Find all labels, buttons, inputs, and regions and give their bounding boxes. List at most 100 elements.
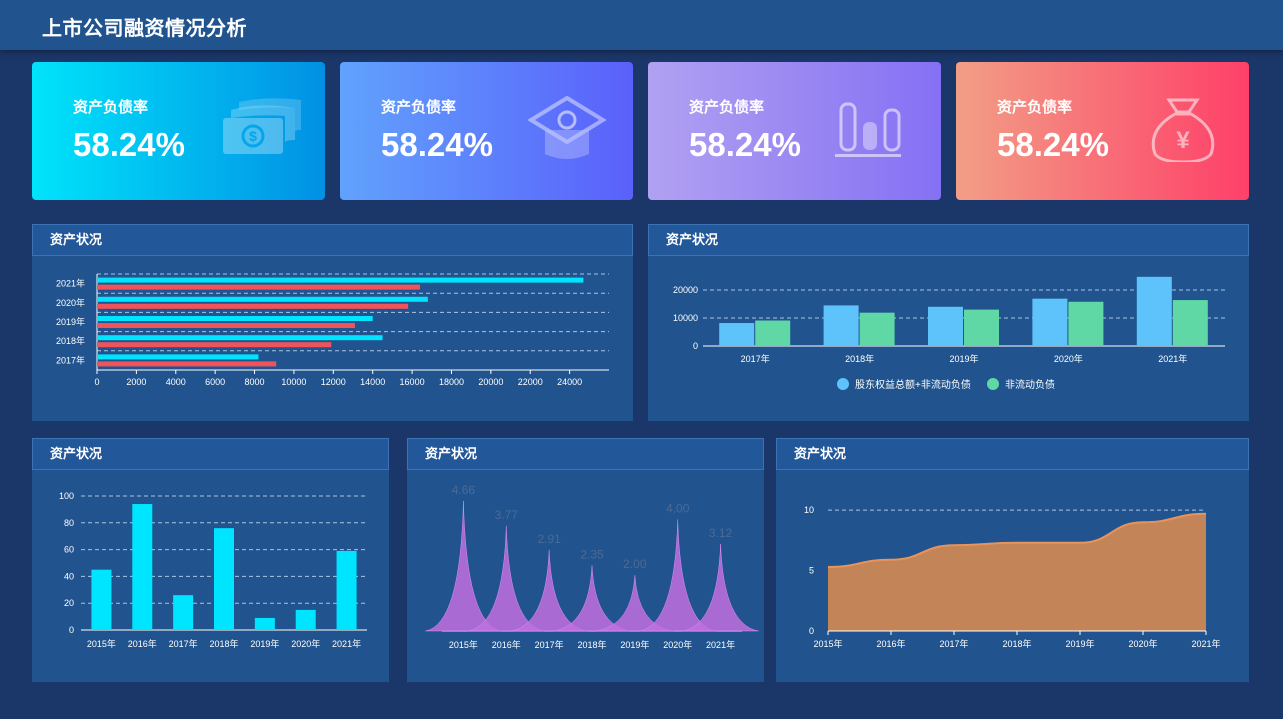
bar xyxy=(97,342,332,348)
x-tick-label: 2015年 xyxy=(813,638,842,649)
y-tick-label: 0 xyxy=(693,341,698,351)
kpi-label: 资产负债率 xyxy=(689,99,765,116)
x-tick-label: 16000 xyxy=(400,377,425,387)
x-tick-label: 2017年 xyxy=(535,639,564,650)
x-tick-label: 2021年 xyxy=(1191,638,1220,649)
bar xyxy=(97,296,428,302)
x-tick-label: 2016年 xyxy=(876,638,905,649)
kpi-card-1[interactable]: 资产负债率 58.24% $ xyxy=(32,62,325,200)
y-tick-label: 5 xyxy=(809,566,814,576)
y-tick-label: 10 xyxy=(804,505,814,515)
kpi-card-2[interactable]: 资产负债率 58.24% xyxy=(340,62,633,200)
x-tick-label: 2016年 xyxy=(128,638,157,649)
spike xyxy=(425,500,502,632)
bar xyxy=(97,354,259,360)
spike xyxy=(639,519,716,632)
bar xyxy=(1136,276,1172,346)
y-tick-label: 10000 xyxy=(673,313,698,323)
bar xyxy=(97,361,277,367)
x-tick-label: 22000 xyxy=(518,377,543,387)
bar xyxy=(97,284,420,290)
x-tick-label: 24000 xyxy=(557,377,582,387)
bar xyxy=(1032,298,1068,346)
panel-title: 资产状况 xyxy=(648,224,1249,256)
x-tick-label: 2000 xyxy=(126,377,146,387)
bar xyxy=(755,320,791,346)
kpi-value: 58.24% xyxy=(689,126,801,163)
legend-swatch xyxy=(837,378,849,390)
x-tick-label: 2021年 xyxy=(332,638,361,649)
bar xyxy=(295,609,316,630)
asset-status-panel-3: 资产状况 0 20 40 60 80 100 2015年 2016年 2017年 2018年 201… xyxy=(32,438,389,682)
y-tick-label: 100 xyxy=(59,491,74,501)
bar xyxy=(964,309,999,346)
y-tick-label: 20 xyxy=(64,598,74,608)
x-tick-label: 2019年 xyxy=(250,638,279,649)
x-tick-label: 2017年 xyxy=(169,638,198,649)
y-tick-label: 80 xyxy=(64,518,74,528)
bar xyxy=(1172,300,1208,346)
series-line xyxy=(827,512,1207,568)
y-tick-label: 2020年 xyxy=(56,297,85,308)
kpi-value: 58.24% xyxy=(997,126,1109,163)
bar xyxy=(97,277,584,283)
asset-status-panel-5: 资产状况 0 5 10 2015年 2016年 2017年 2018年 2019年 2020年 2… xyxy=(776,438,1249,682)
legend-label: 股东权益总额+非流动负债 xyxy=(855,378,971,391)
svg-text:$: $ xyxy=(249,128,257,144)
bar xyxy=(97,335,383,341)
area-fill xyxy=(828,513,1206,631)
data-label: 3.12 xyxy=(709,526,733,540)
x-tick-label: 2019年 xyxy=(949,353,978,364)
asset-status-panel-2: 资产状况 0 10000 20000 2017年 2018年 2019年 2020年 2021… xyxy=(648,224,1249,421)
data-label: 4.00 xyxy=(666,501,690,515)
x-tick-label: 2020年 xyxy=(663,639,692,650)
spike-chart: 4.66 2015年 3.77 2016年 2.91 2017年 2.35 2018年 2.00… xyxy=(425,483,759,650)
top-bar: 上市公司融资情况分析 xyxy=(0,0,1283,50)
x-tick-label: 2018年 xyxy=(1002,638,1031,649)
x-tick-label: 2018年 xyxy=(845,353,874,364)
kpi-card-4[interactable]: 资产负债率 58.24% ¥ xyxy=(956,62,1249,200)
kpi-value: 58.24% xyxy=(73,126,185,163)
money-icon: $ xyxy=(223,98,301,154)
x-tick-label: 14000 xyxy=(360,377,385,387)
graduation-cap-icon xyxy=(527,96,607,159)
y-tick-label: 2017年 xyxy=(56,354,85,365)
bar xyxy=(97,323,355,328)
y-tick-label: 2018年 xyxy=(56,335,85,346)
grouped-bar-chart: 0 10000 20000 2017年 2018年 2019年 2020年 2021年股东权益… xyxy=(673,276,1225,391)
kpi-label: 资产负债率 xyxy=(381,99,457,116)
kpi-label: 资产负债率 xyxy=(73,99,149,116)
bar xyxy=(928,306,963,346)
x-tick-label: 2021年 xyxy=(1158,353,1187,364)
x-tick-label: 2019年 xyxy=(1065,638,1094,649)
x-tick-label: 2020年 xyxy=(1054,353,1083,364)
bar xyxy=(214,528,234,630)
x-tick-label: 0 xyxy=(94,377,99,387)
horizontal-bar-chart: 0 2000 4000 6000 8000 10000 12000 14000 16000 180… xyxy=(56,273,609,387)
x-tick-label: 2021年 xyxy=(706,639,735,650)
y-tick-label: 60 xyxy=(64,545,74,555)
x-tick-label: 8000 xyxy=(245,377,265,387)
vertical-bar-chart: 0 20 40 60 80 100 2015年 2016年 2017年 2018年 2019年 202… xyxy=(59,491,367,649)
x-tick-label: 2018年 xyxy=(577,639,606,650)
spike xyxy=(682,543,759,632)
page-title: 上市公司融资情况分析 xyxy=(42,18,247,40)
data-label: 3.77 xyxy=(495,508,519,522)
data-label: 2.35 xyxy=(580,547,604,561)
x-tick-label: 20000 xyxy=(478,377,503,387)
money-bag-icon: ¥ xyxy=(1151,98,1215,162)
x-tick-label: 2015年 xyxy=(87,638,116,649)
x-tick-label: 2016年 xyxy=(492,639,521,650)
x-tick-label: 2019年 xyxy=(620,639,649,650)
legend-label: 非流动负债 xyxy=(1005,378,1055,391)
bar xyxy=(1068,301,1104,346)
panel-title: 资产状况 xyxy=(32,224,633,256)
bar xyxy=(173,595,194,630)
data-label: 2.00 xyxy=(623,557,647,571)
bar xyxy=(719,323,755,346)
bar xyxy=(254,617,275,630)
bar xyxy=(336,550,357,630)
x-tick-label: 2017年 xyxy=(741,353,770,364)
kpi-card-3[interactable]: 资产负债率 58.24% xyxy=(648,62,941,200)
bar xyxy=(859,312,895,346)
